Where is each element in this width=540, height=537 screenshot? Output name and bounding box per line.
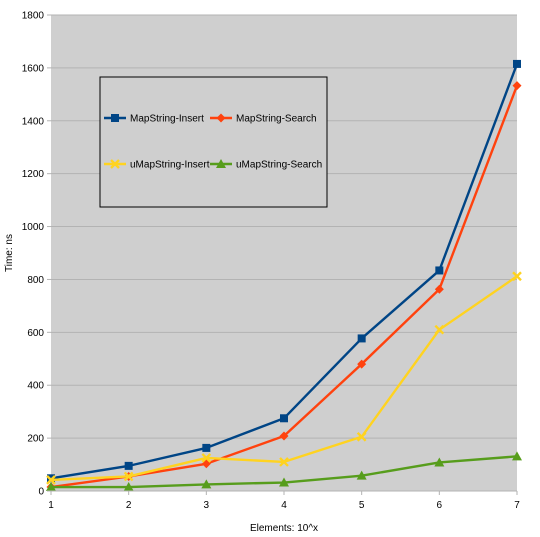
- y-tick-label: 400: [27, 381, 44, 392]
- legend-marker: [216, 113, 226, 123]
- y-axis-title: Time: ns: [4, 234, 15, 272]
- x-axis-ticks: 1 2 3 4 5 6 7: [48, 491, 520, 511]
- data-point: [201, 453, 212, 463]
- y-tick-label: 1600: [22, 63, 45, 74]
- data-point: [357, 334, 366, 343]
- legend: MapString-Insert MapString-Search uMapStri…: [99, 76, 328, 208]
- data-point: [434, 457, 445, 467]
- data-point: [513, 59, 521, 68]
- data-point: [202, 443, 211, 452]
- x-tick-label: 1: [48, 500, 54, 511]
- data-point: [512, 81, 522, 91]
- data-point: [46, 482, 56, 492]
- y-tick-label: 600: [27, 328, 44, 339]
- y-tick-label: 800: [27, 275, 44, 286]
- data-point: [356, 470, 367, 480]
- x-tick-label: 7: [514, 500, 520, 511]
- data-point: [512, 271, 522, 282]
- series-umapstring-search: [46, 451, 522, 492]
- data-point: [123, 482, 134, 492]
- legend-item: uMapString-Search: [210, 159, 322, 171]
- x-tick-label: 2: [126, 500, 132, 511]
- y-axis-ticks: 0 200 400 600 800 1000 1200 1400 1600 1800: [22, 11, 51, 498]
- x-axis-title: Elements: 10^x: [250, 523, 318, 534]
- series-mapstring-insert: [47, 59, 521, 483]
- marker-stroke: [279, 457, 289, 467]
- data-point: [435, 266, 444, 275]
- legend-item: MapString-Search: [210, 113, 317, 125]
- x-tick-label: 5: [359, 500, 365, 511]
- series-layer: [46, 59, 522, 492]
- data-point: [357, 359, 367, 369]
- series-umapstring-insert: [46, 271, 522, 485]
- data-point: [280, 414, 288, 423]
- marker-stroke: [201, 453, 212, 463]
- marker-stroke: [46, 475, 56, 485]
- marker-stroke: [434, 324, 445, 335]
- legend-marker: [216, 159, 226, 168]
- data-point: [279, 457, 289, 467]
- y-tick-label: 0: [38, 487, 44, 498]
- y-tick-label: 1200: [22, 169, 45, 180]
- y-tick-label: 200: [27, 434, 44, 445]
- data-point: [279, 431, 289, 441]
- data-point: [123, 471, 134, 482]
- legend-item: MapString-Insert: [104, 114, 204, 125]
- legend-label: MapString-Insert: [130, 114, 204, 125]
- legend-label: uMapString-Search: [236, 160, 322, 171]
- data-point: [201, 479, 212, 489]
- x-tick-label: 4: [281, 500, 287, 511]
- legend-marker: [110, 159, 120, 169]
- y-tick-label: 1800: [22, 11, 45, 22]
- data-point: [434, 324, 445, 335]
- x-tick-label: 6: [437, 500, 443, 511]
- y-tick-label: 1000: [22, 222, 45, 233]
- marker-stroke: [123, 471, 134, 482]
- data-point: [46, 475, 56, 485]
- legend-label: uMapString-Insert: [130, 160, 210, 171]
- legend-marker: [111, 114, 119, 122]
- data-point: [356, 431, 367, 442]
- data-point: [124, 461, 133, 470]
- data-point: [434, 284, 444, 294]
- legend-label: MapString-Search: [236, 114, 317, 125]
- legend-item: uMapString-Insert: [104, 159, 210, 171]
- marker-stroke: [356, 431, 367, 442]
- marker-stroke: [110, 159, 120, 169]
- marker-stroke: [512, 271, 522, 282]
- data-point: [279, 477, 289, 487]
- legend-box: [99, 76, 328, 208]
- y-tick-label: 1400: [22, 116, 45, 127]
- x-tick-label: 3: [204, 500, 210, 511]
- data-point: [512, 451, 522, 461]
